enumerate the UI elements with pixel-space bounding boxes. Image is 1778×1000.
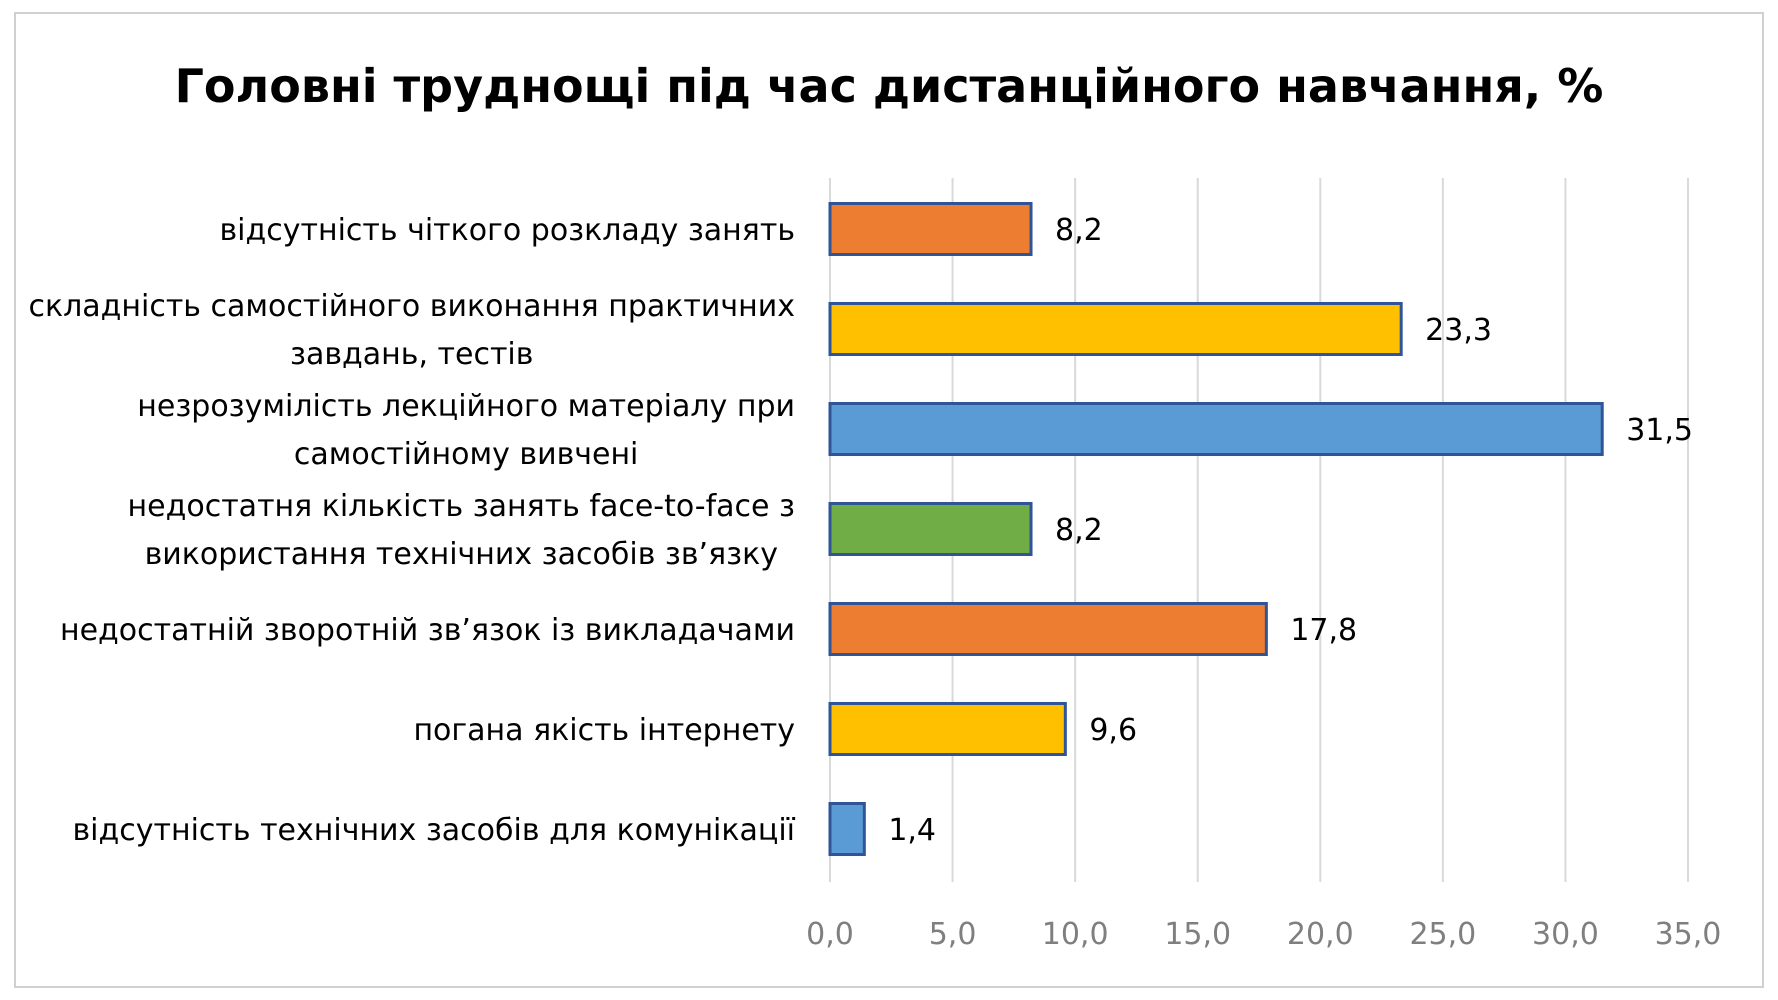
bar (828, 302, 1403, 356)
bar (828, 702, 1067, 756)
x-tick-label: 15,0 (1164, 917, 1231, 952)
bars (828, 202, 1604, 856)
data-label: 8,2 (1055, 213, 1103, 248)
category-label: завдань, тестів (290, 337, 533, 372)
category-label: складність самостійного виконання практи… (28, 289, 795, 324)
category-label: недостатній зворотній зв’язок із виклада… (60, 613, 795, 648)
data-label: 23,3 (1425, 313, 1492, 348)
data-label: 9,6 (1089, 713, 1137, 748)
category-label: відсутність чіткого розкладу занять (220, 213, 796, 248)
bar (828, 602, 1268, 656)
bar (828, 502, 1033, 556)
data-label: 17,8 (1290, 613, 1357, 648)
category-labels: відсутність чіткого розкладу занять склад… (28, 213, 795, 848)
x-tick-label: 30,0 (1532, 917, 1599, 952)
x-tick-label: 25,0 (1409, 917, 1476, 952)
category-label: недостатня кількість занять face-to-face… (128, 489, 795, 524)
category-label: відсутність технічних засобів для комуні… (72, 813, 795, 848)
category-label: використання технічних засобів зв’язку (145, 537, 778, 572)
x-tick-label: 20,0 (1287, 917, 1354, 952)
data-label: 1,4 (888, 813, 936, 848)
chart-title: Головні труднощі під час дистанційного н… (175, 59, 1604, 113)
category-label: самостійному вивчені (294, 437, 639, 472)
x-axis-ticks: 0,0 5,0 10,0 15,0 20,0 25,0 30,0 35,0 (806, 917, 1721, 952)
value-labels: 8,2 23,3 31,5 8,2 17,8 9,6 1,4 (888, 213, 1693, 848)
bar (828, 202, 1033, 256)
data-label: 8,2 (1055, 513, 1103, 548)
chart-frame (14, 12, 1764, 988)
grid-lines (829, 178, 1689, 882)
x-tick-label: 5,0 (929, 917, 977, 952)
category-label: незрозумілість лекційного матеріалу при (137, 389, 795, 424)
bar (828, 802, 866, 856)
x-tick-label: 0,0 (806, 917, 854, 952)
bar (828, 402, 1604, 456)
x-tick-label: 35,0 (1655, 917, 1722, 952)
category-label: погана якість інтернету (413, 713, 795, 748)
x-tick-label: 10,0 (1042, 917, 1109, 952)
data-label: 31,5 (1626, 413, 1693, 448)
